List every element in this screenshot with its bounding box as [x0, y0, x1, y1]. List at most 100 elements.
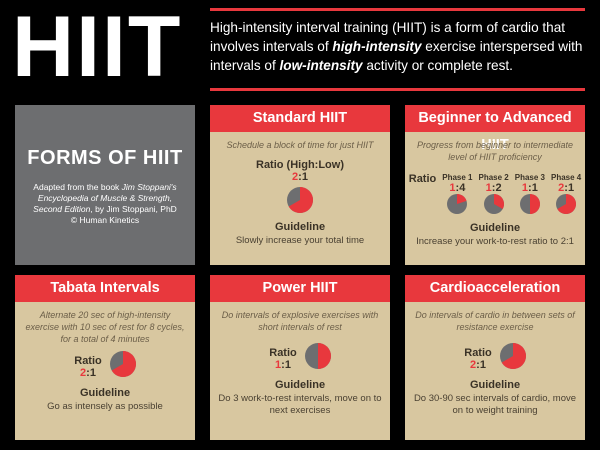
phase: Phase 2 1:2	[479, 169, 509, 214]
ratio-separator: :	[86, 367, 90, 379]
main-title: HIIT	[12, 0, 183, 95]
guideline: Do 30-90 sec intervals of cardio, move o…	[413, 393, 577, 416]
rest-value: 2	[495, 182, 502, 194]
card: Beginner to Advanced HIIT Progress from b…	[405, 105, 585, 265]
guideline-label: Guideline	[274, 379, 326, 391]
intro-text: activity or complete rest.	[362, 58, 513, 73]
card-title: Cardioacceleration	[405, 275, 585, 302]
guideline: Go as intensely as possible	[47, 401, 163, 412]
ratio-separator: :	[528, 182, 532, 194]
guideline-label: Guideline	[469, 222, 521, 234]
work-value: 1	[485, 182, 492, 194]
guideline: Increase your work-to-rest ratio to 2:1	[416, 236, 574, 247]
ratio-pie	[519, 194, 540, 214]
phase: Phase 3 1:1	[515, 169, 545, 214]
card: Tabata Intervals Alternate 20 sec of high…	[15, 275, 195, 440]
ratio-label: Ratio	[408, 173, 437, 185]
intro-text: low-intensity	[279, 58, 363, 73]
work-slice	[557, 194, 577, 214]
card-description: Progress from beginner to intermediate l…	[416, 140, 574, 162]
card-description: Do intervals of cardio in between sets o…	[415, 310, 575, 332]
ratio-pie	[109, 351, 136, 377]
intro-text: exercise interspersed with intervals of	[210, 39, 583, 73]
credit-text: , by Jim Stoppani, PhD	[90, 204, 177, 214]
work-value: 2	[292, 171, 299, 183]
work-value: 1	[449, 182, 456, 194]
card-title: Tabata Intervals	[15, 275, 195, 302]
credit-text: Adapted from the book	[33, 182, 122, 192]
ratio-separator: :	[564, 182, 568, 194]
work-value: 2	[80, 367, 87, 379]
divider	[210, 88, 585, 91]
ratio-separator: :	[476, 359, 480, 371]
ratio-label: Ratio	[464, 347, 492, 359]
guideline-label: Guideline	[274, 221, 326, 233]
phase: Phase 4 2:1	[551, 169, 581, 214]
work-value: 2	[470, 359, 477, 371]
intro-text: high-intensity	[332, 39, 422, 54]
card-title: Power HIIT	[210, 275, 390, 302]
intro: High-intensity interval training (HIIT) …	[210, 18, 588, 75]
ratio-row: Ratio 1:1	[210, 341, 390, 371]
ratio-value: 2:1	[551, 182, 581, 194]
phases: Ratio Phase 1 1:4 Phase 2 1:2 Phase 3 1:1 Phase…	[405, 169, 585, 214]
ratio-separator: :	[491, 182, 496, 194]
card: Standard HIIT Schedule a block of time fo…	[210, 105, 390, 265]
guideline-label: Guideline	[469, 379, 521, 391]
phase-label: Phase 4	[551, 173, 582, 182]
divider	[210, 8, 585, 11]
work-value: 1	[521, 182, 529, 194]
ratio-text: Ratio 2:1	[74, 355, 102, 379]
rest-value: 4	[459, 182, 466, 194]
ratio-pie	[287, 187, 313, 213]
ratio-pie	[304, 343, 331, 369]
ratio-pie	[556, 194, 577, 214]
ratio-text: Ratio 1:1	[269, 347, 297, 371]
forms-card: FORMS OF HIIT Adapted from the book Jim …	[15, 105, 195, 265]
phase-label: Phase 3	[514, 173, 545, 182]
rest-value: 1	[479, 359, 486, 371]
ratio-separator: :	[298, 171, 302, 183]
phase-label: Phase 2	[478, 173, 509, 182]
ratio-value: 1:2	[479, 182, 509, 194]
rest-value: 1	[89, 367, 96, 379]
card: Cardioacceleration Do intervals of cardio…	[405, 275, 585, 440]
ratio-text: Ratio 2:1	[464, 347, 492, 371]
ratio-value: 1:1	[269, 359, 297, 371]
work-slice	[111, 351, 136, 377]
ratio-label: Ratio	[74, 355, 102, 367]
guideline: Slowly increase your total time	[235, 235, 365, 246]
rest-value: 1	[531, 182, 538, 194]
copyright: © Human Kinetics	[70, 215, 140, 225]
ratio-separator: :	[281, 359, 285, 371]
forms-title: FORMS OF HIIT	[27, 147, 183, 169]
phase-label: Phase 1	[442, 173, 473, 182]
card-description: Do intervals of explosive exercises with…	[221, 310, 379, 332]
ratio-row: Ratio 2:1	[15, 349, 195, 379]
card-description: Alternate 20 sec of high-intensity exerc…	[25, 310, 185, 344]
card-description: Schedule a block of time for just HIIT	[226, 140, 374, 150]
card-title: Standard HIIT	[210, 105, 390, 132]
work-value: 1	[275, 359, 282, 371]
pie-wrap	[210, 187, 390, 213]
work-value: 2	[558, 182, 565, 194]
ratio-value: 2:1	[74, 367, 102, 379]
ratio-value: 1:4	[442, 182, 472, 194]
work-slice	[288, 187, 313, 213]
phase: Phase 1 1:4	[442, 169, 473, 214]
ratio-value: 2:1	[210, 171, 390, 183]
work-slice	[317, 343, 331, 369]
guideline-label: Guideline	[79, 387, 131, 399]
ratio-label: Ratio (High:Low)	[256, 159, 344, 171]
ratio-pie	[447, 194, 468, 214]
book-title: Jim Stoppani's Encyclopedia of Muscle & …	[33, 182, 177, 214]
ratio-pie	[483, 194, 504, 214]
work-slice	[529, 194, 540, 214]
work-slice	[457, 194, 467, 204]
credit: Adapted from the book Jim Stoppani's Enc…	[29, 182, 181, 226]
ratio-value: 1:1	[515, 182, 545, 194]
rest-value: 1	[301, 171, 308, 183]
work-slice	[493, 194, 504, 209]
rest-value: 1	[567, 182, 575, 194]
